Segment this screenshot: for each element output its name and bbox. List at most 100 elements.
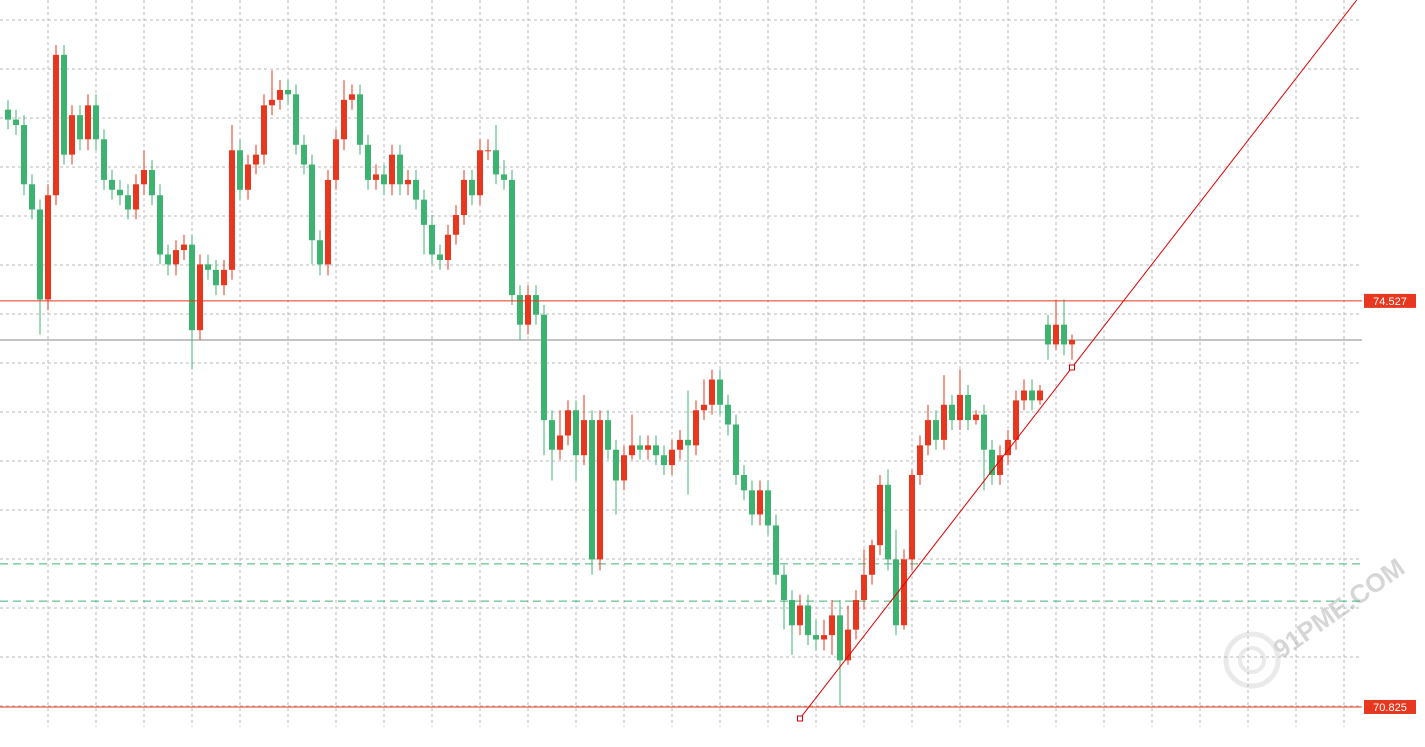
candle-body (53, 54, 59, 196)
candle-body (813, 635, 819, 640)
candle-body (885, 484, 891, 560)
candle-body (653, 445, 659, 456)
candle-body (29, 184, 35, 210)
candle-body (101, 139, 107, 180)
candle-body (773, 525, 779, 575)
candle-body (861, 574, 867, 601)
candle-body (709, 379, 715, 405)
candle-body (413, 179, 419, 200)
candle-body (877, 484, 883, 546)
price-label: 74.527 (1373, 296, 1407, 308)
trendline-ray (1071, 0, 1358, 368)
candle-body (661, 455, 667, 466)
candle-body (181, 244, 187, 251)
candle-body (789, 600, 795, 626)
candle-body (109, 179, 115, 190)
candle-body (1037, 390, 1043, 401)
price-label-box (1364, 699, 1416, 714)
candle-body (277, 89, 283, 100)
candle-body (549, 420, 555, 450)
candle-body (837, 615, 843, 661)
candle-body (997, 455, 1003, 475)
candle-body (117, 189, 123, 196)
candle-body (637, 445, 643, 450)
candle-body (557, 435, 563, 450)
candle-body (197, 264, 203, 331)
candle-body (749, 490, 755, 515)
candle-body (421, 199, 427, 225)
candle-body (757, 490, 763, 515)
candle-body (173, 250, 179, 265)
candle-body (629, 445, 635, 456)
candle-body (405, 179, 411, 185)
candle-body (301, 144, 307, 165)
candle-body (565, 410, 571, 436)
candle-body (157, 195, 163, 255)
candle-body (1013, 400, 1019, 440)
candle-body (21, 125, 27, 185)
candle-body (613, 449, 619, 481)
price-label-box (1364, 293, 1416, 308)
candle-body (381, 174, 387, 185)
candle-body (61, 54, 67, 155)
candle-body (349, 94, 355, 100)
candle-body (317, 240, 323, 265)
candle-body (893, 559, 899, 626)
candle-body (781, 574, 787, 601)
candle-body (485, 150, 491, 152)
candle-body (477, 150, 483, 196)
candle-body (389, 154, 395, 185)
candle-body (685, 439, 691, 446)
candle-body (125, 195, 131, 210)
candle-body (1029, 390, 1035, 401)
candle-body (205, 264, 211, 270)
candle-body (701, 404, 707, 411)
candle-body (309, 164, 315, 241)
candle-body (1069, 340, 1075, 345)
candle-body (845, 629, 851, 661)
candle-body (373, 174, 379, 180)
candle-body (733, 424, 739, 475)
candle-body (597, 420, 603, 560)
candle-body (253, 154, 259, 165)
candle-body (989, 449, 995, 475)
candle-body (725, 404, 731, 425)
candle-body (13, 119, 19, 126)
trendline-anchor (797, 715, 803, 722)
candle-body (261, 105, 267, 155)
candle-body (165, 254, 171, 265)
candle-body (517, 295, 523, 325)
candle-body (1045, 324, 1051, 345)
candle-body (445, 234, 451, 260)
candle-body (717, 379, 723, 405)
candle-body (245, 164, 251, 190)
candle-body (501, 174, 507, 180)
candle-body (1061, 324, 1067, 345)
candle-body (213, 269, 219, 286)
watermark-logo (1223, 631, 1281, 689)
candle-body (149, 170, 155, 196)
candle-body (797, 605, 803, 626)
candle-body (949, 404, 955, 421)
candle-body (533, 295, 539, 315)
price-label: 70.825 (1373, 702, 1407, 714)
candle-body (221, 269, 227, 286)
candle-body (77, 115, 83, 140)
candle-body (573, 410, 579, 456)
candle-body (525, 295, 531, 325)
candle-body (869, 545, 875, 575)
candle-body (293, 94, 299, 145)
trendline-anchor (1069, 364, 1075, 371)
candle-body (285, 89, 291, 95)
candle-body (917, 445, 923, 475)
candle-body (909, 474, 915, 560)
candle-body (141, 170, 147, 185)
candle-body (933, 420, 939, 440)
candle-body (821, 635, 827, 640)
candle-body (45, 195, 51, 300)
candle-body (1053, 324, 1059, 345)
candle-body (493, 150, 499, 175)
candle-body (237, 150, 243, 190)
